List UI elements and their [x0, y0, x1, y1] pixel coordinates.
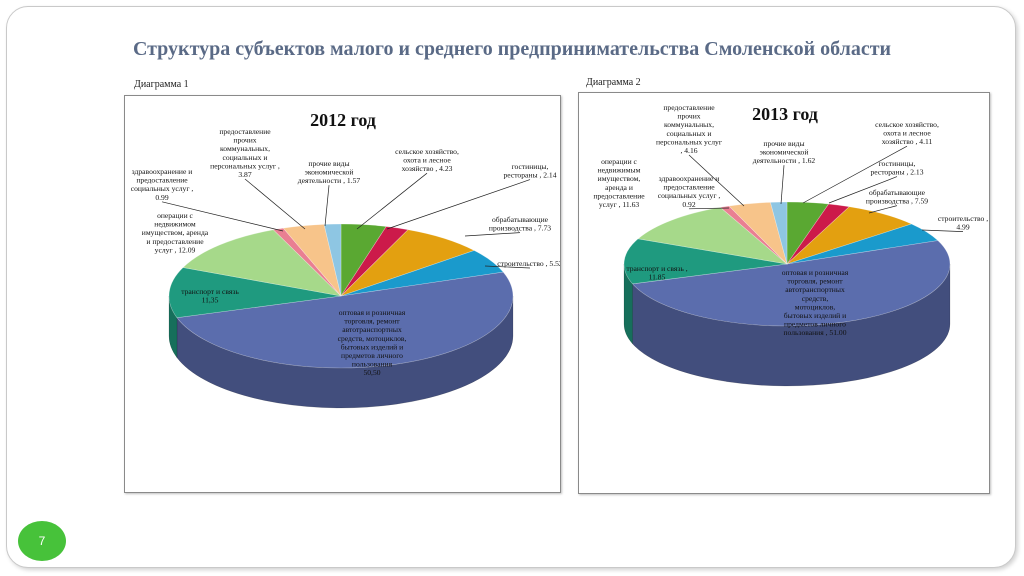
svg-text:строительство , 5.52: строительство , 5.52: [497, 259, 560, 268]
chart-title: 2012 год: [310, 110, 376, 130]
slice-label: предоставление прочих коммунальных, социаль…: [210, 127, 306, 230]
pie-slice: [176, 271, 514, 369]
leader-line: [161, 201, 284, 232]
slide-title: Структура субъектов малого и среднего пр…: [132, 38, 892, 60]
pie-slice: [282, 224, 342, 297]
svg-text:строительство ,4.99: строительство , 4.99: [938, 214, 988, 232]
chart-2: 2013 год сельское хозяйство, охота и лесно…: [593, 103, 988, 387]
leader-line: [386, 179, 531, 230]
slice-label: здравоохранение и предоставление социальны…: [131, 167, 284, 232]
pie-slice: [770, 201, 788, 265]
slice-label: строительство , 5.52: [484, 259, 560, 269]
pie-slice: [340, 226, 409, 297]
pie-slice: [340, 229, 475, 297]
slice-label: здравоохранение и предоставление социальны…: [658, 174, 730, 210]
leader-line: [324, 185, 330, 227]
svg-text:сельское хозяйство,охота и лес: сельское хозяйство, охота и лесное хозяйст…: [875, 120, 939, 146]
pie-slice: [272, 227, 342, 297]
pie-slice: [168, 267, 342, 319]
pie-slice: [728, 202, 788, 266]
leader-line: [828, 176, 898, 204]
chart-1: 2012 год сельское хозяйство, охота и лесно…: [131, 110, 560, 409]
slice-label: сельское хозяйство, охота и лесное хозяйст…: [356, 147, 459, 230]
slice-label: оптовая и розничная торговля, ремонт автот…: [338, 308, 407, 377]
chart-title: 2013 год: [752, 104, 818, 124]
pie-slice: [323, 223, 342, 297]
leader-line: [780, 165, 785, 205]
pie-slice: [182, 229, 342, 297]
chart-1-frame: 2012 год сельское хозяйство, охота и лесно…: [124, 95, 561, 493]
slice-label: строительство , 4.99: [921, 214, 988, 232]
slice-label: сельское хозяйство, охота и лесное хозяйст…: [802, 120, 939, 204]
svg-text:гостиницы,рестораны , 2.14: гостиницы, рестораны , 2.14: [503, 162, 556, 180]
slice-label: прочие виды экономической деятельности , 1…: [298, 159, 361, 227]
pie-slice: [786, 203, 850, 265]
leader-line: [868, 205, 898, 214]
chart-2-caption: Диаграмма 2: [586, 77, 641, 88]
slice-label: гостиницы, рестораны , 2.13: [828, 159, 924, 204]
pie-slice: [786, 201, 830, 265]
pie-slice: [719, 205, 788, 265]
leader-line: [688, 154, 745, 207]
pie-slice: [340, 250, 504, 297]
svg-text:гостиницы,рестораны , 2.13: гостиницы, рестораны , 2.13: [870, 159, 923, 177]
chart-1-caption: Диаграмма 1: [134, 79, 189, 90]
svg-text:сельское хозяйство,охота и лес: сельское хозяйство, охота и лесное хозяйст…: [395, 147, 459, 173]
chart-2-frame: 2013 год сельское хозяйство, охота и лесно…: [578, 92, 990, 494]
slice-label: обрабатывающие производства , 7.73: [464, 215, 551, 237]
leader-line: [356, 172, 428, 230]
slice-label: предоставление прочих коммунальных, социаль…: [656, 103, 745, 207]
pie-slice: [786, 206, 913, 265]
pie-slice: [623, 238, 788, 285]
leader-line: [921, 229, 964, 232]
pie-slice: [786, 223, 939, 265]
slice-label: прочие виды экономической деятельности , 1…: [753, 139, 816, 205]
slice-label: гостиницы, рестораны , 2.14: [386, 162, 557, 230]
slice-label: операции с недвижимом имуществом, аренда и …: [142, 211, 209, 254]
slice-label: оптовая и розничная торговля, ремонт автот…: [782, 268, 849, 337]
page-number-badge: 7: [18, 521, 66, 561]
slice-label: обрабатывающие производства , 7.59: [866, 188, 928, 214]
leader-line: [464, 232, 521, 237]
pie-slice: [631, 240, 951, 327]
slice-label: транспорт и связь , 11.85: [626, 264, 687, 282]
leader-line: [688, 207, 730, 210]
leader-line: [484, 265, 531, 269]
leader-line: [802, 145, 908, 204]
svg-text:транспорт и связь ,11.85: транспорт и связь , 11.85: [626, 264, 687, 282]
leader-line: [244, 178, 306, 230]
slice-label: транспорт и связь 11,35: [181, 287, 239, 305]
pie-slice: [340, 223, 387, 298]
